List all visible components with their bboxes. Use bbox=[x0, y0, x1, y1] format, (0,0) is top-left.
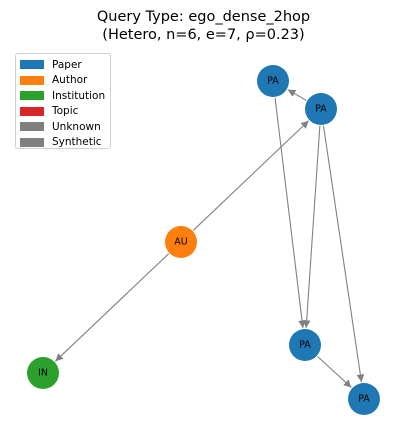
edge-pa3-to-pa4 bbox=[317, 356, 352, 388]
legend-label: Topic bbox=[52, 105, 79, 118]
edge-au-to-in bbox=[54, 253, 170, 362]
node-in: IN bbox=[27, 357, 59, 389]
legend-item-institution: Institution bbox=[20, 88, 110, 104]
legend-item-unknown: Unknown bbox=[20, 119, 110, 135]
edge-pa2-to-pa1 bbox=[287, 89, 307, 101]
legend-item-topic: Topic bbox=[20, 104, 110, 120]
node-pa1: PA bbox=[257, 65, 289, 97]
legend-label: Paper bbox=[52, 58, 82, 71]
node-pa3: PA bbox=[289, 329, 321, 361]
node-label: PA bbox=[315, 104, 327, 115]
edges-layer bbox=[54, 89, 365, 388]
title-line-1: Query Type: ego_dense_2hop bbox=[96, 9, 311, 25]
node-circle bbox=[305, 93, 337, 125]
node-label: IN bbox=[38, 368, 48, 379]
legend-swatch bbox=[20, 91, 44, 101]
node-label: PA bbox=[299, 340, 311, 351]
legend-label: Synthetic bbox=[52, 136, 102, 149]
node-pa2: PA bbox=[305, 93, 337, 125]
node-circle bbox=[257, 65, 289, 97]
nodes-layer: PA PA AU PA IN PA bbox=[27, 65, 380, 415]
edge-au-to-pa2 bbox=[192, 120, 310, 231]
node-pa4: PA bbox=[348, 383, 380, 415]
node-au: AU bbox=[165, 226, 197, 258]
legend-item-paper: Paper bbox=[20, 57, 110, 73]
legend-swatch bbox=[20, 60, 44, 70]
legend: Paper Author Institution Topic Unknown Synthe… bbox=[15, 53, 111, 149]
legend-item-author: Author bbox=[20, 73, 110, 89]
node-circle bbox=[289, 329, 321, 361]
legend-label: Author bbox=[52, 74, 88, 87]
legend-label: Unknown bbox=[52, 120, 101, 133]
node-label: PA bbox=[267, 76, 279, 87]
chart-title: Query Type: ego_dense_2hop (Hetero, n=6,… bbox=[0, 8, 407, 44]
edge-pa2-to-pa3 bbox=[302, 125, 321, 329]
edge-pa1-to-pa3 bbox=[274, 97, 306, 329]
title-line-2: (Hetero, n=6, e=7, ρ=0.23) bbox=[102, 27, 305, 43]
node-label: AU bbox=[174, 237, 187, 248]
legend-swatch bbox=[20, 106, 44, 116]
legend-label: Institution bbox=[52, 89, 106, 102]
node-circle bbox=[165, 226, 197, 258]
legend-swatch bbox=[20, 137, 44, 147]
node-label: PA bbox=[358, 394, 370, 405]
legend-swatch bbox=[20, 122, 44, 132]
legend-item-synthetic: Synthetic bbox=[20, 135, 110, 151]
node-circle bbox=[27, 357, 59, 389]
node-circle bbox=[348, 383, 380, 415]
edge-pa2-to-pa4 bbox=[322, 125, 365, 383]
legend-swatch bbox=[20, 75, 44, 85]
